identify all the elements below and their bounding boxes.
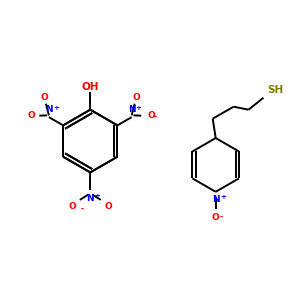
Text: -: - — [220, 213, 223, 222]
Text: N: N — [128, 105, 136, 114]
Text: O: O — [27, 111, 35, 120]
Text: O: O — [40, 93, 48, 102]
Text: O: O — [212, 213, 220, 222]
Text: +: + — [94, 193, 100, 199]
Text: -: - — [153, 113, 156, 122]
Text: +: + — [220, 194, 226, 200]
Text: N: N — [86, 194, 94, 203]
Text: O: O — [104, 202, 112, 211]
Text: SH: SH — [267, 85, 284, 95]
Text: -: - — [80, 205, 83, 214]
Text: +: + — [136, 105, 141, 111]
Text: N: N — [45, 105, 53, 114]
Text: N: N — [212, 195, 220, 204]
Text: O: O — [132, 93, 140, 102]
Text: +: + — [53, 105, 59, 111]
Text: OH: OH — [82, 82, 99, 92]
Text: O: O — [148, 111, 155, 120]
Text: O: O — [69, 202, 76, 211]
